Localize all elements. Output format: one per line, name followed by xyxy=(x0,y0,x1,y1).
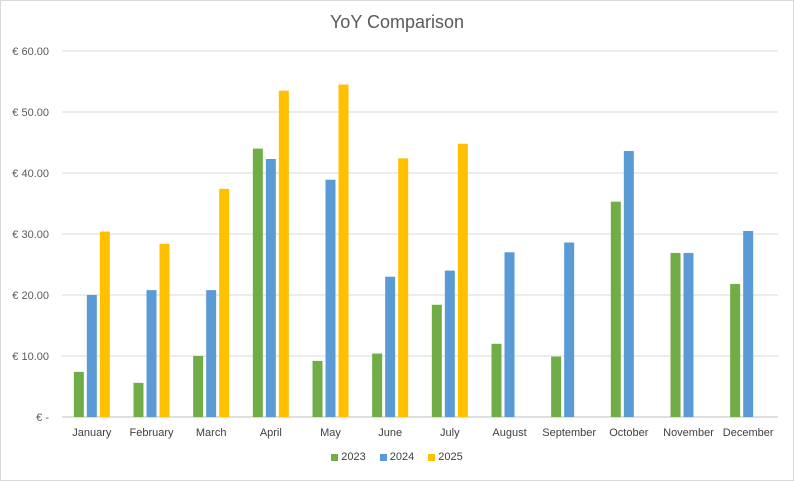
bar-2024-december xyxy=(743,230,754,417)
bar-2025-april xyxy=(278,90,289,418)
bar-2025-february xyxy=(159,243,170,417)
bar-2023-november xyxy=(670,252,681,417)
x-tick-label: February xyxy=(129,427,174,439)
x-tick-label: January xyxy=(72,427,112,439)
legend-item-2025: 2025 xyxy=(428,451,463,463)
x-tick-label: April xyxy=(260,427,282,439)
chart-title: YoY Comparison xyxy=(329,12,465,32)
legend-label: 2025 xyxy=(438,451,463,463)
bar-2023-august xyxy=(491,343,502,417)
bar-2024-september xyxy=(564,242,575,417)
bar-2024-february xyxy=(146,290,157,417)
x-tick-label: May xyxy=(320,427,341,439)
bar-2024-march xyxy=(206,290,217,417)
bar-2023-april xyxy=(252,148,263,417)
x-tick-label: November xyxy=(663,427,714,439)
bar-2024-october xyxy=(623,151,634,418)
x-tick-label: August xyxy=(492,427,526,439)
chart-legend: 2023 2024 2025 xyxy=(0,451,794,463)
legend-item-2024: 2024 xyxy=(379,451,415,463)
bar-2023-july xyxy=(431,304,442,417)
legend-swatch xyxy=(428,453,436,461)
y-tick-label: € 50.00 xyxy=(12,107,49,119)
bar-2024-november xyxy=(683,252,694,417)
y-tick-label: € 20.00 xyxy=(12,290,49,302)
bar-2024-april xyxy=(265,158,276,417)
x-tick-label: December xyxy=(723,427,774,439)
x-tick-label: July xyxy=(440,427,460,439)
y-tick-label: € 30.00 xyxy=(12,229,49,241)
bar-2023-may xyxy=(312,360,323,417)
bar-2025-march xyxy=(219,188,230,417)
legend-swatch xyxy=(331,453,339,461)
bar-2024-january xyxy=(86,295,97,417)
y-tick-label: € 40.00 xyxy=(12,168,49,180)
bar-2024-may xyxy=(325,179,336,417)
y-tick-label: € 10.00 xyxy=(12,351,49,363)
legend-label: 2023 xyxy=(341,451,366,463)
x-tick-label: October xyxy=(609,427,648,439)
bar-2025-june xyxy=(398,158,409,418)
legend-swatch xyxy=(379,453,387,461)
y-tick-label: € 60.00 xyxy=(12,46,49,58)
bar-2025-may xyxy=(338,84,349,418)
bar-2025-july xyxy=(457,143,468,417)
x-tick-label: March xyxy=(196,427,227,439)
x-tick-label: September xyxy=(542,427,596,439)
legend-label: 2024 xyxy=(389,451,415,463)
bar-2023-march xyxy=(193,356,204,417)
x-tick-label: June xyxy=(378,427,402,439)
bar-2023-january xyxy=(73,371,84,417)
legend-item-2023: 2023 xyxy=(331,451,366,463)
bar-2023-september xyxy=(551,356,562,417)
bar-2024-june xyxy=(385,276,396,417)
bar-2024-july xyxy=(444,270,455,417)
bar-2024-august xyxy=(504,252,515,417)
bar-2023-december xyxy=(730,284,741,417)
bar-2023-february xyxy=(133,382,144,417)
bar-2023-june xyxy=(372,353,383,417)
bar-2023-october xyxy=(610,201,621,417)
y-tick-label: € - xyxy=(36,412,49,424)
bar-2025-january xyxy=(99,231,110,417)
